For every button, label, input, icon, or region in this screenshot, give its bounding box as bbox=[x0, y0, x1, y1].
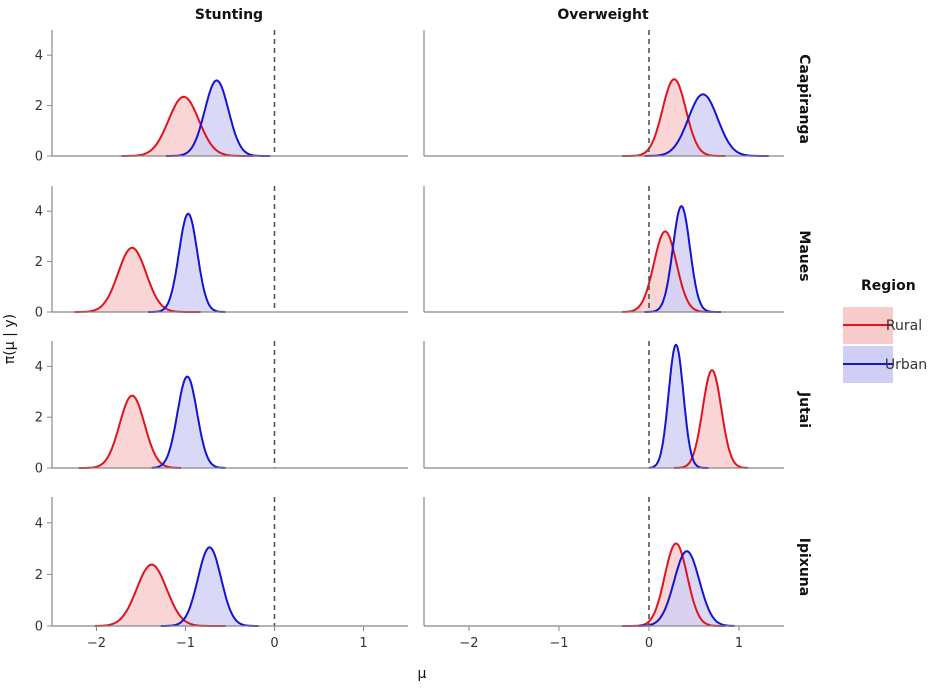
density-line-maues-overweight-urban bbox=[644, 205, 722, 313]
legend-label-rural: Rural bbox=[886, 318, 922, 334]
panel-ipixuna-stunting-fills bbox=[94, 547, 259, 626]
chart-labels: Stunting Overweight Caapiranga Maues Jut… bbox=[2, 7, 812, 682]
panel-caapiranga-overweight bbox=[423, 30, 784, 157]
panel-maues-overweight-lines bbox=[622, 205, 722, 313]
panel-ipixuna-stunting: 0 2 4 −2 −1 0 1 bbox=[35, 497, 408, 651]
legend-title: Region bbox=[861, 278, 916, 294]
legend-item-urban: Urban bbox=[843, 346, 927, 383]
density-area-maues-stunting-urban bbox=[148, 213, 226, 312]
density-area-caapiranga-stunting-urban bbox=[165, 80, 271, 156]
density-area-caapiranga-overweight-urban bbox=[644, 94, 769, 156]
y-tick-label-ipixuna-4: 4 bbox=[35, 516, 43, 531]
panels: 0 2 4 0 2 4 0 2 4 0 2 4 −2 −1 0 1 −2 −1 0 1 bbox=[35, 30, 784, 651]
density-area-ipixuna-stunting-urban bbox=[160, 547, 259, 626]
panel-caapiranga-stunting: 0 2 4 bbox=[35, 30, 408, 165]
panel-caapiranga-overweight-fills bbox=[622, 79, 769, 156]
panel-maues-stunting-fills bbox=[74, 213, 226, 312]
density-line-jutai-stunting-urban bbox=[151, 375, 226, 469]
panel-jutai-stunting-fills bbox=[78, 376, 226, 468]
row-strip-caapiranga: Caapiranga bbox=[796, 54, 812, 144]
y-tick-label-jutai-0: 0 bbox=[35, 462, 43, 477]
x-tick-label-stunting-1: 1 bbox=[359, 636, 367, 651]
density-area-caapiranga-overweight-rural bbox=[622, 79, 726, 156]
legend-label-urban: Urban bbox=[885, 357, 927, 373]
y-tick-label-caapiranga-0: 0 bbox=[35, 150, 43, 165]
density-line-maues-stunting-urban bbox=[148, 212, 226, 313]
panel-jutai-overweight-lines bbox=[648, 343, 749, 469]
y-tick-label-maues-4: 4 bbox=[35, 205, 43, 220]
row-strip-ipixuna: Ipixuna bbox=[796, 538, 812, 596]
column-title-overweight: Overweight bbox=[557, 7, 649, 23]
panel-maues-overweight bbox=[423, 186, 784, 313]
density-area-jutai-overweight-rural bbox=[674, 370, 748, 468]
density-area-maues-overweight-urban bbox=[644, 206, 721, 312]
column-title-stunting: Stunting bbox=[195, 7, 263, 23]
y-tick-label-caapiranga-2: 2 bbox=[35, 99, 43, 114]
y-tick-label-ipixuna-0: 0 bbox=[35, 620, 43, 635]
panel-maues-overweight-fills bbox=[622, 206, 721, 312]
panel-caapiranga-stunting-fills bbox=[121, 80, 271, 156]
y-tick-label-jutai-2: 2 bbox=[35, 411, 43, 426]
y-tick-label-maues-0: 0 bbox=[35, 306, 43, 321]
density-line-caapiranga-overweight-rural bbox=[622, 78, 726, 157]
x-axis-title: μ bbox=[418, 666, 427, 682]
y-axis-title: π(μ | y) bbox=[2, 314, 18, 364]
density-line-jutai-overweight-rural bbox=[674, 369, 749, 469]
density-area-caapiranga-stunting-rural bbox=[121, 96, 255, 156]
density-area-maues-stunting-rural bbox=[74, 247, 201, 312]
y-tick-label-jutai-4: 4 bbox=[35, 360, 43, 375]
x-tick-label-overweight--1: −1 bbox=[549, 636, 568, 651]
density-area-ipixuna-overweight-urban bbox=[638, 551, 735, 626]
density-area-maues-overweight-rural bbox=[622, 231, 712, 312]
legend-item-rural: Rural bbox=[843, 307, 922, 344]
x-tick-label-stunting-0: 0 bbox=[270, 636, 278, 651]
density-line-ipixuna-stunting-urban bbox=[160, 546, 259, 627]
panel-jutai-overweight-fills bbox=[649, 344, 748, 468]
x-tick-label-overweight-1: 1 bbox=[735, 636, 743, 651]
density-line-ipixuna-overweight-urban bbox=[638, 550, 735, 627]
y-tick-label-ipixuna-2: 2 bbox=[35, 568, 43, 583]
density-line-jutai-overweight-urban bbox=[648, 343, 709, 469]
panel-jutai-stunting-lines bbox=[78, 375, 226, 469]
density-line-jutai-stunting-rural bbox=[78, 394, 181, 469]
density-line-caapiranga-stunting-urban bbox=[165, 79, 271, 157]
panel-jutai-overweight bbox=[423, 341, 784, 469]
y-tick-label-maues-2: 2 bbox=[35, 255, 43, 270]
legend: Region Rural Urban bbox=[843, 278, 927, 383]
density-area-jutai-stunting-urban bbox=[151, 376, 226, 468]
x-tick-label-stunting--2: −2 bbox=[87, 636, 106, 651]
y-tick-label-caapiranga-4: 4 bbox=[35, 49, 43, 64]
panel-ipixuna-overweight-fills bbox=[622, 543, 735, 626]
x-tick-label-stunting--1: −1 bbox=[176, 636, 195, 651]
panel-maues-stunting: 0 2 4 bbox=[35, 186, 408, 321]
panel-ipixuna-overweight: −2 −1 0 1 bbox=[423, 497, 784, 651]
x-tick-label-overweight--2: −2 bbox=[459, 636, 478, 651]
row-strip-maues: Maues bbox=[796, 230, 812, 281]
density-area-jutai-stunting-rural bbox=[78, 395, 181, 468]
density-line-maues-overweight-rural bbox=[622, 230, 712, 313]
x-tick-label-overweight-0: 0 bbox=[645, 636, 653, 651]
panel-jutai-stunting: 0 2 4 bbox=[35, 341, 408, 477]
row-strip-jutai: Jutai bbox=[796, 391, 812, 428]
